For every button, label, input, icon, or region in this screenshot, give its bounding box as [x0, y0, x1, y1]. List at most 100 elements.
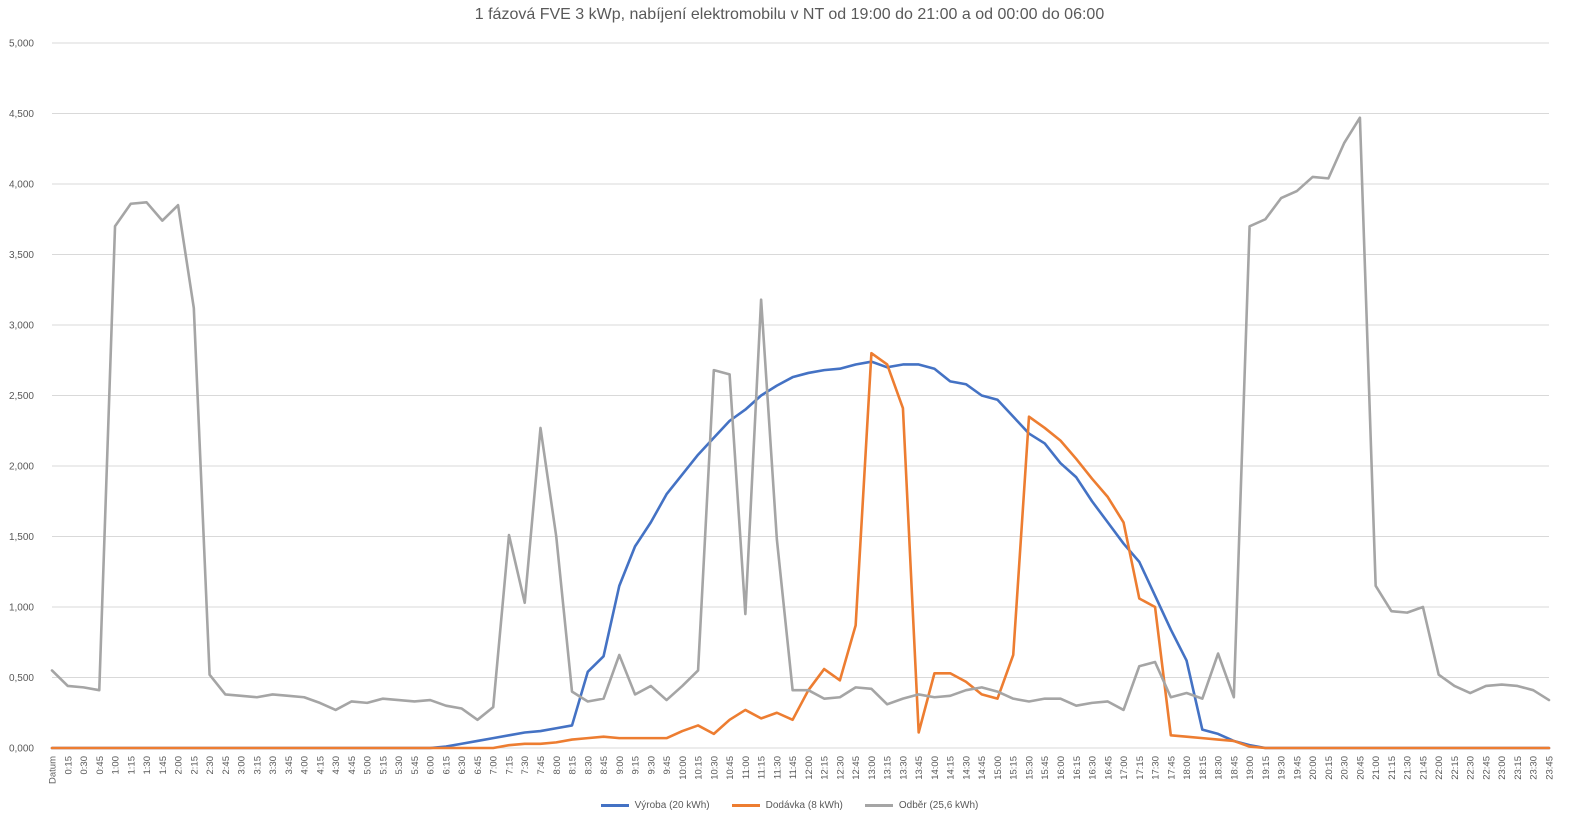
x-tick-label: 20:45: [1355, 756, 1366, 780]
legend-label: Odběr (25,6 kWh): [898, 800, 979, 811]
x-tick-label: 5:45: [410, 756, 421, 775]
x-tick-label: 13:30: [898, 756, 909, 780]
x-tick-label: 14:15: [946, 756, 957, 780]
legend-label: Dodávka (8 kWh): [765, 800, 843, 811]
x-tick-label: 1:00: [111, 756, 122, 775]
x-tick-label: 8:45: [599, 756, 610, 775]
x-tick-label: 21:45: [1418, 756, 1429, 780]
x-tick-label: 18:30: [1214, 756, 1225, 780]
x-tick-label: 22:15: [1450, 756, 1461, 780]
x-tick-label: 11:00: [741, 756, 752, 779]
legend-swatch: [731, 804, 760, 807]
x-tick-label: 23:45: [1545, 756, 1556, 780]
y-axis-ticks: 0,000 0,500 1,000 1,500 2,000 2,500 3,000 3,500…: [9, 39, 34, 755]
x-axis-ticks: Datum 0:15 0:30 0:45 1:00 1:15 1:30 1:45 2:00 2:1…: [48, 756, 1556, 784]
x-tick-label: 3:30: [268, 756, 279, 775]
x-tick-label: 23:00: [1497, 756, 1508, 780]
x-tick-label: 1:15: [126, 756, 137, 775]
chart-title: 1 fázová FVE 3 kWp, nabíjení elektromobi…: [474, 6, 1105, 23]
x-tick-label: 5:30: [394, 756, 405, 775]
y-tick-label: 4,000: [9, 180, 34, 191]
x-tick-label: 16:30: [1088, 756, 1099, 780]
x-tick-label: 16:15: [1072, 756, 1083, 780]
x-tick-label: 17:30: [1151, 756, 1162, 780]
x-tick-label: 6:30: [457, 756, 468, 775]
x-tick-label: Datum: [48, 756, 59, 784]
y-tick-label: 3,000: [9, 321, 34, 332]
x-tick-label: 0:15: [63, 756, 74, 775]
x-tick-label: 4:15: [315, 756, 326, 775]
legend-swatch: [864, 804, 893, 807]
x-tick-label: 20:00: [1308, 756, 1319, 780]
x-tick-label: 2:45: [221, 756, 232, 775]
y-tick-label: 2,000: [9, 462, 34, 473]
x-tick-label: 7:00: [489, 756, 500, 775]
x-tick-label: 17:00: [1119, 756, 1130, 780]
x-tick-label: 13:00: [867, 756, 878, 780]
x-tick-label: 8:00: [552, 756, 563, 775]
x-tick-label: 17:45: [1166, 756, 1177, 780]
x-tick-label: 10:30: [709, 756, 720, 780]
x-tick-label: 6:00: [426, 756, 437, 775]
x-tick-label: 19:30: [1277, 756, 1288, 780]
x-tick-label: 20:15: [1324, 756, 1335, 780]
x-tick-label: 2:15: [189, 756, 200, 775]
x-tick-label: 15:45: [1040, 756, 1051, 780]
x-tick-label: 0:30: [79, 756, 90, 775]
x-tick-label: 6:15: [441, 756, 452, 775]
x-tick-label: 10:45: [725, 756, 736, 780]
x-tick-label: 8:30: [583, 756, 594, 775]
x-tick-label: 11:15: [757, 756, 768, 779]
x-tick-label: 1:30: [142, 756, 153, 775]
x-tick-label: 9:45: [662, 756, 673, 775]
legend: Výroba (20 kWh) Dodávka (8 kWh) Odběr (25,…: [0, 800, 1579, 811]
y-tick-label: 4,500: [9, 109, 34, 120]
x-tick-label: 22:00: [1434, 756, 1445, 780]
x-tick-label: 23:30: [1529, 756, 1540, 780]
x-tick-label: 17:15: [1135, 756, 1146, 780]
x-tick-label: 19:00: [1245, 756, 1256, 780]
x-tick-label: 22:45: [1481, 756, 1492, 780]
grid-lines: [52, 42, 1549, 749]
legend-item-0: Výroba (20 kWh): [600, 800, 710, 811]
x-tick-label: 14:30: [961, 756, 972, 780]
legend-swatch: [600, 804, 629, 807]
x-tick-label: 21:30: [1403, 756, 1414, 780]
series-line-1: [50, 351, 1551, 750]
x-tick-label: 9:00: [615, 756, 626, 775]
y-tick-label: 1,500: [9, 532, 34, 543]
y-tick-label: 0,000: [9, 744, 34, 755]
x-tick-label: 19:45: [1292, 756, 1303, 780]
x-tick-label: 7:15: [504, 756, 515, 775]
x-tick-label: 10:00: [678, 756, 689, 780]
x-tick-label: 3:15: [252, 756, 263, 775]
x-tick-label: 12:15: [820, 756, 831, 780]
x-tick-label: 11:45: [788, 756, 799, 779]
x-tick-label: 18:00: [1182, 756, 1193, 780]
x-tick-label: 13:15: [883, 756, 894, 780]
legend-item-2: Odběr (25,6 kWh): [864, 800, 979, 811]
x-tick-label: 13:45: [914, 756, 925, 780]
y-tick-label: 3,500: [9, 250, 34, 261]
x-tick-label: 15:30: [1024, 756, 1035, 780]
x-tick-label: 16:00: [1056, 756, 1067, 780]
legend-item-1: Dodávka (8 kWh): [731, 800, 843, 811]
x-tick-label: 10:15: [694, 756, 705, 780]
x-tick-label: 4:45: [347, 756, 358, 775]
x-tick-label: 14:00: [930, 756, 941, 780]
x-tick-label: 3:00: [237, 756, 248, 775]
x-tick-label: 15:00: [993, 756, 1004, 780]
x-tick-label: 7:45: [536, 756, 547, 775]
x-tick-label: 0:45: [95, 756, 106, 775]
x-tick-label: 14:45: [977, 756, 988, 780]
x-tick-label: 9:30: [646, 756, 657, 775]
x-tick-label: 1:45: [158, 756, 169, 775]
x-tick-label: 22:30: [1466, 756, 1477, 780]
y-tick-label: 2,500: [9, 391, 34, 402]
x-tick-label: 20:30: [1340, 756, 1351, 780]
x-tick-label: 11:30: [772, 756, 783, 779]
y-tick-label: 5,000: [9, 39, 34, 50]
y-tick-label: 1,000: [9, 603, 34, 614]
x-tick-label: 12:00: [804, 756, 815, 780]
